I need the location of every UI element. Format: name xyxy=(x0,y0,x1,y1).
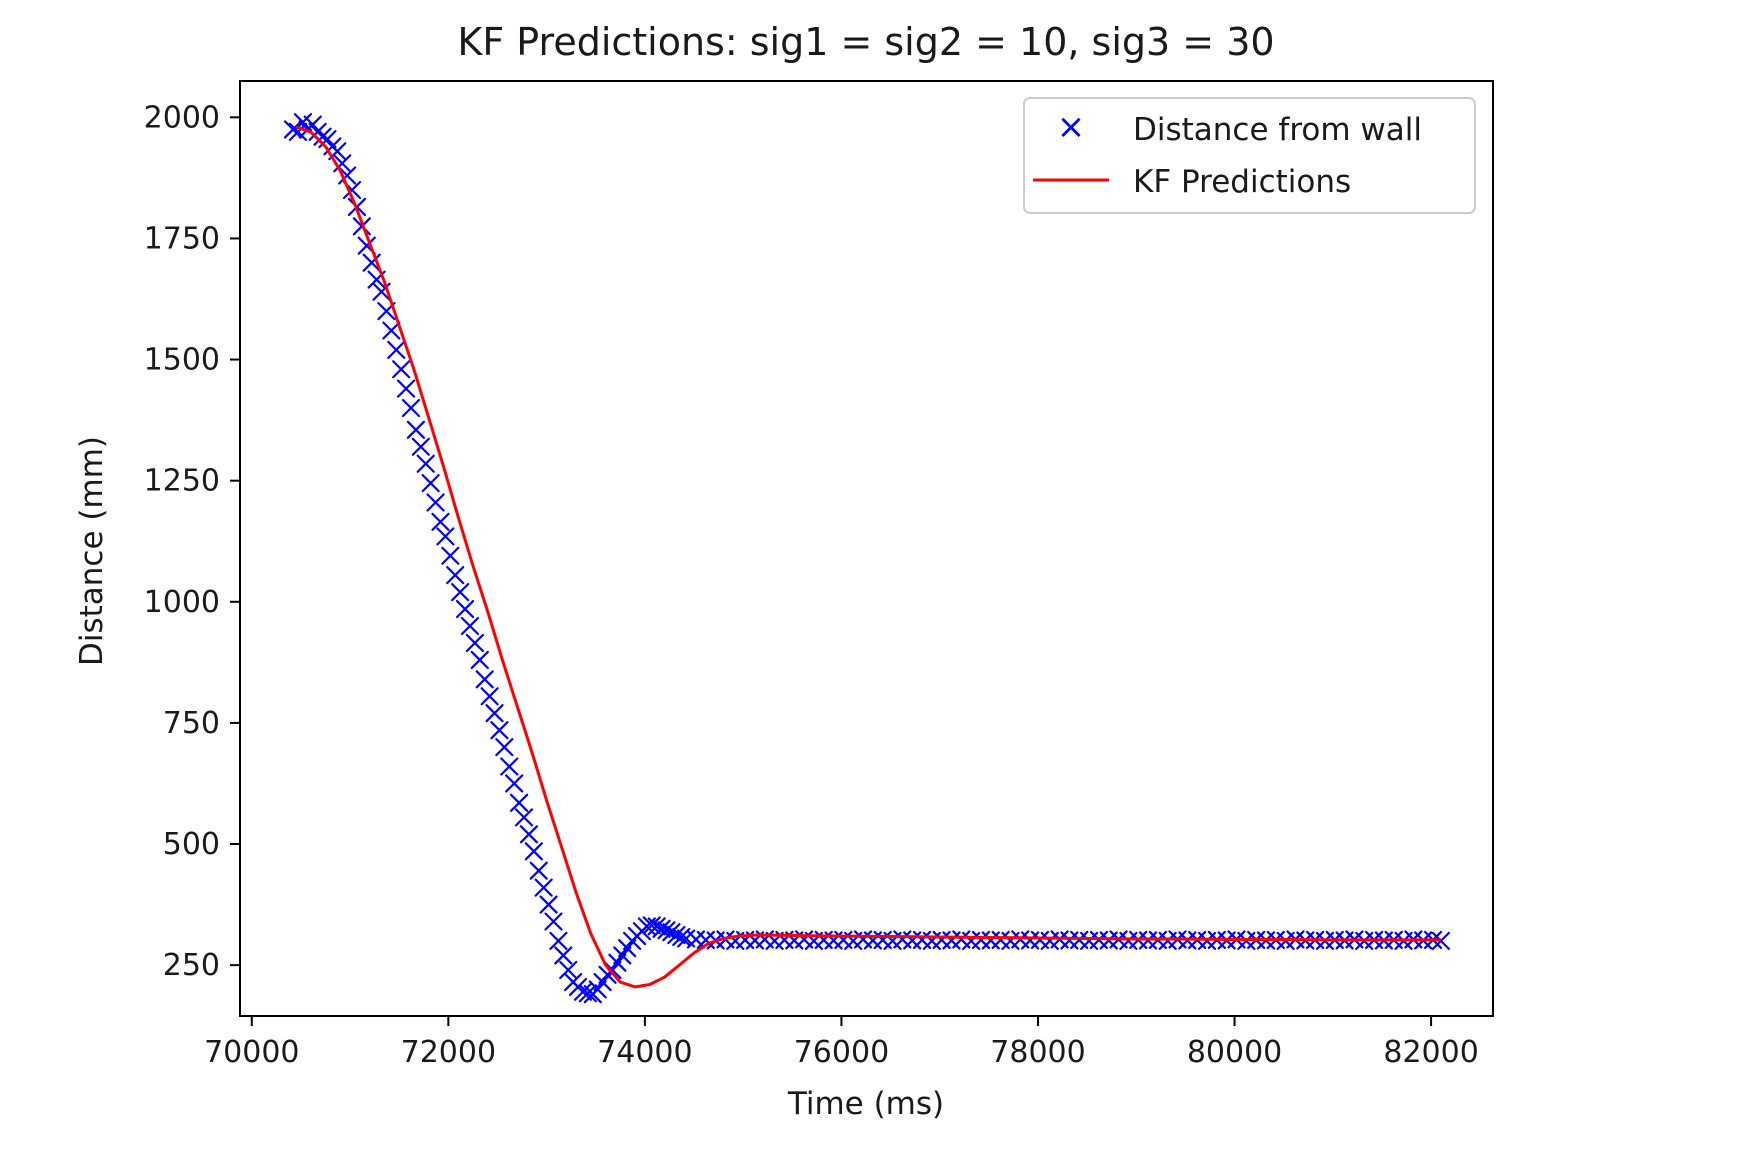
data-point-distance xyxy=(652,919,671,938)
y-tick-label: 1000 xyxy=(144,585,220,620)
data-point-distance xyxy=(382,321,401,340)
series-line-kf-predictions xyxy=(295,125,1441,989)
data-point-distance xyxy=(362,253,381,272)
data-point-distance xyxy=(573,982,593,1001)
y-tick-label: 1750 xyxy=(144,221,220,256)
chart-title: KF Predictions: sig1 = sig2 = 10, sig3 =… xyxy=(457,20,1274,64)
y-axis-label: Distance (mm) xyxy=(74,436,110,666)
data-point-distance xyxy=(455,599,475,619)
data-point-distance xyxy=(431,512,450,531)
y-tick-label: 500 xyxy=(163,827,220,862)
data-point-distance xyxy=(421,473,440,493)
data-point-distance xyxy=(470,650,489,670)
data-point-distance xyxy=(524,842,543,861)
data-point-distance xyxy=(667,925,686,945)
data-point-distance xyxy=(451,583,470,602)
data-point-distance xyxy=(401,398,421,418)
data-point-distance xyxy=(387,340,406,359)
data-point-distance xyxy=(500,757,519,776)
data-point-distance xyxy=(544,912,563,931)
data-point-distance xyxy=(283,120,303,139)
data-point-distance xyxy=(490,721,509,740)
data-point-distance xyxy=(495,738,514,757)
y-tick-label: 2000 xyxy=(144,100,220,135)
data-point-distance xyxy=(529,861,548,880)
data-point-distance xyxy=(333,154,352,173)
data-point-distance xyxy=(519,825,539,844)
data-point-distance xyxy=(657,921,676,940)
y-axis: 250 500 750 1000 1250 1500 1750 2000 xyxy=(144,100,240,983)
x-tick-label: 70000 xyxy=(204,1035,299,1070)
data-point-distance xyxy=(662,923,681,942)
y-tick-label: 250 xyxy=(163,948,220,983)
data-point-distance xyxy=(1431,931,1451,951)
x-axis: 70000 72000 74000 76000 78000 80000 82000 xyxy=(204,1016,1479,1070)
data-point-distance xyxy=(647,917,666,936)
data-point-distance xyxy=(578,984,597,1003)
data-point-distance xyxy=(426,493,445,512)
plot-frame xyxy=(239,80,1494,1017)
data-point-distance xyxy=(460,616,480,636)
legend-label-kf: KF Predictions xyxy=(1133,164,1351,200)
data-point-distance xyxy=(396,379,416,398)
x-tick-label: 72000 xyxy=(401,1035,496,1070)
y-tick-label: 750 xyxy=(163,706,220,741)
x-tick-label: 76000 xyxy=(794,1035,889,1070)
data-point-distance xyxy=(485,704,504,723)
x-tick-label: 74000 xyxy=(597,1035,692,1070)
data-point-distance xyxy=(672,927,691,947)
data-point-distance xyxy=(288,122,308,141)
data-point-distance xyxy=(411,437,430,456)
legend-box xyxy=(1023,97,1476,214)
data-point-distance xyxy=(549,931,568,951)
data-point-distance xyxy=(480,687,499,706)
data-point-distance xyxy=(465,633,484,653)
data-point-distance xyxy=(554,946,573,965)
data-point-distance xyxy=(416,454,435,473)
y-tick-label: 1500 xyxy=(144,343,220,378)
data-point-distance xyxy=(539,895,558,914)
legend: × Distance from wall KF Predictions xyxy=(1023,97,1476,214)
data-point-distance xyxy=(446,566,465,585)
data-point-distance xyxy=(338,166,357,185)
y-tick-label: 1250 xyxy=(144,464,220,499)
data-point-distance xyxy=(505,774,524,793)
x-axis-label: Time (ms) xyxy=(787,1086,944,1122)
legend-marker-x: × xyxy=(1057,107,1086,147)
data-point-distance xyxy=(406,420,426,439)
data-point-distance xyxy=(436,527,455,546)
x-tick-label: 82000 xyxy=(1383,1035,1478,1070)
x-tick-label: 80000 xyxy=(1187,1035,1282,1070)
data-point-distance xyxy=(441,546,460,565)
data-point-distance xyxy=(534,878,553,897)
data-point-distance xyxy=(642,916,661,935)
legend-label-distance: Distance from wall xyxy=(1133,112,1422,148)
data-point-distance xyxy=(475,670,494,689)
x-tick-label: 78000 xyxy=(990,1035,1085,1070)
plot-area xyxy=(283,113,1451,1004)
data-point-distance xyxy=(559,960,578,980)
data-point-distance xyxy=(514,808,534,827)
data-point-distance xyxy=(509,793,529,812)
data-point-distance xyxy=(392,360,411,379)
